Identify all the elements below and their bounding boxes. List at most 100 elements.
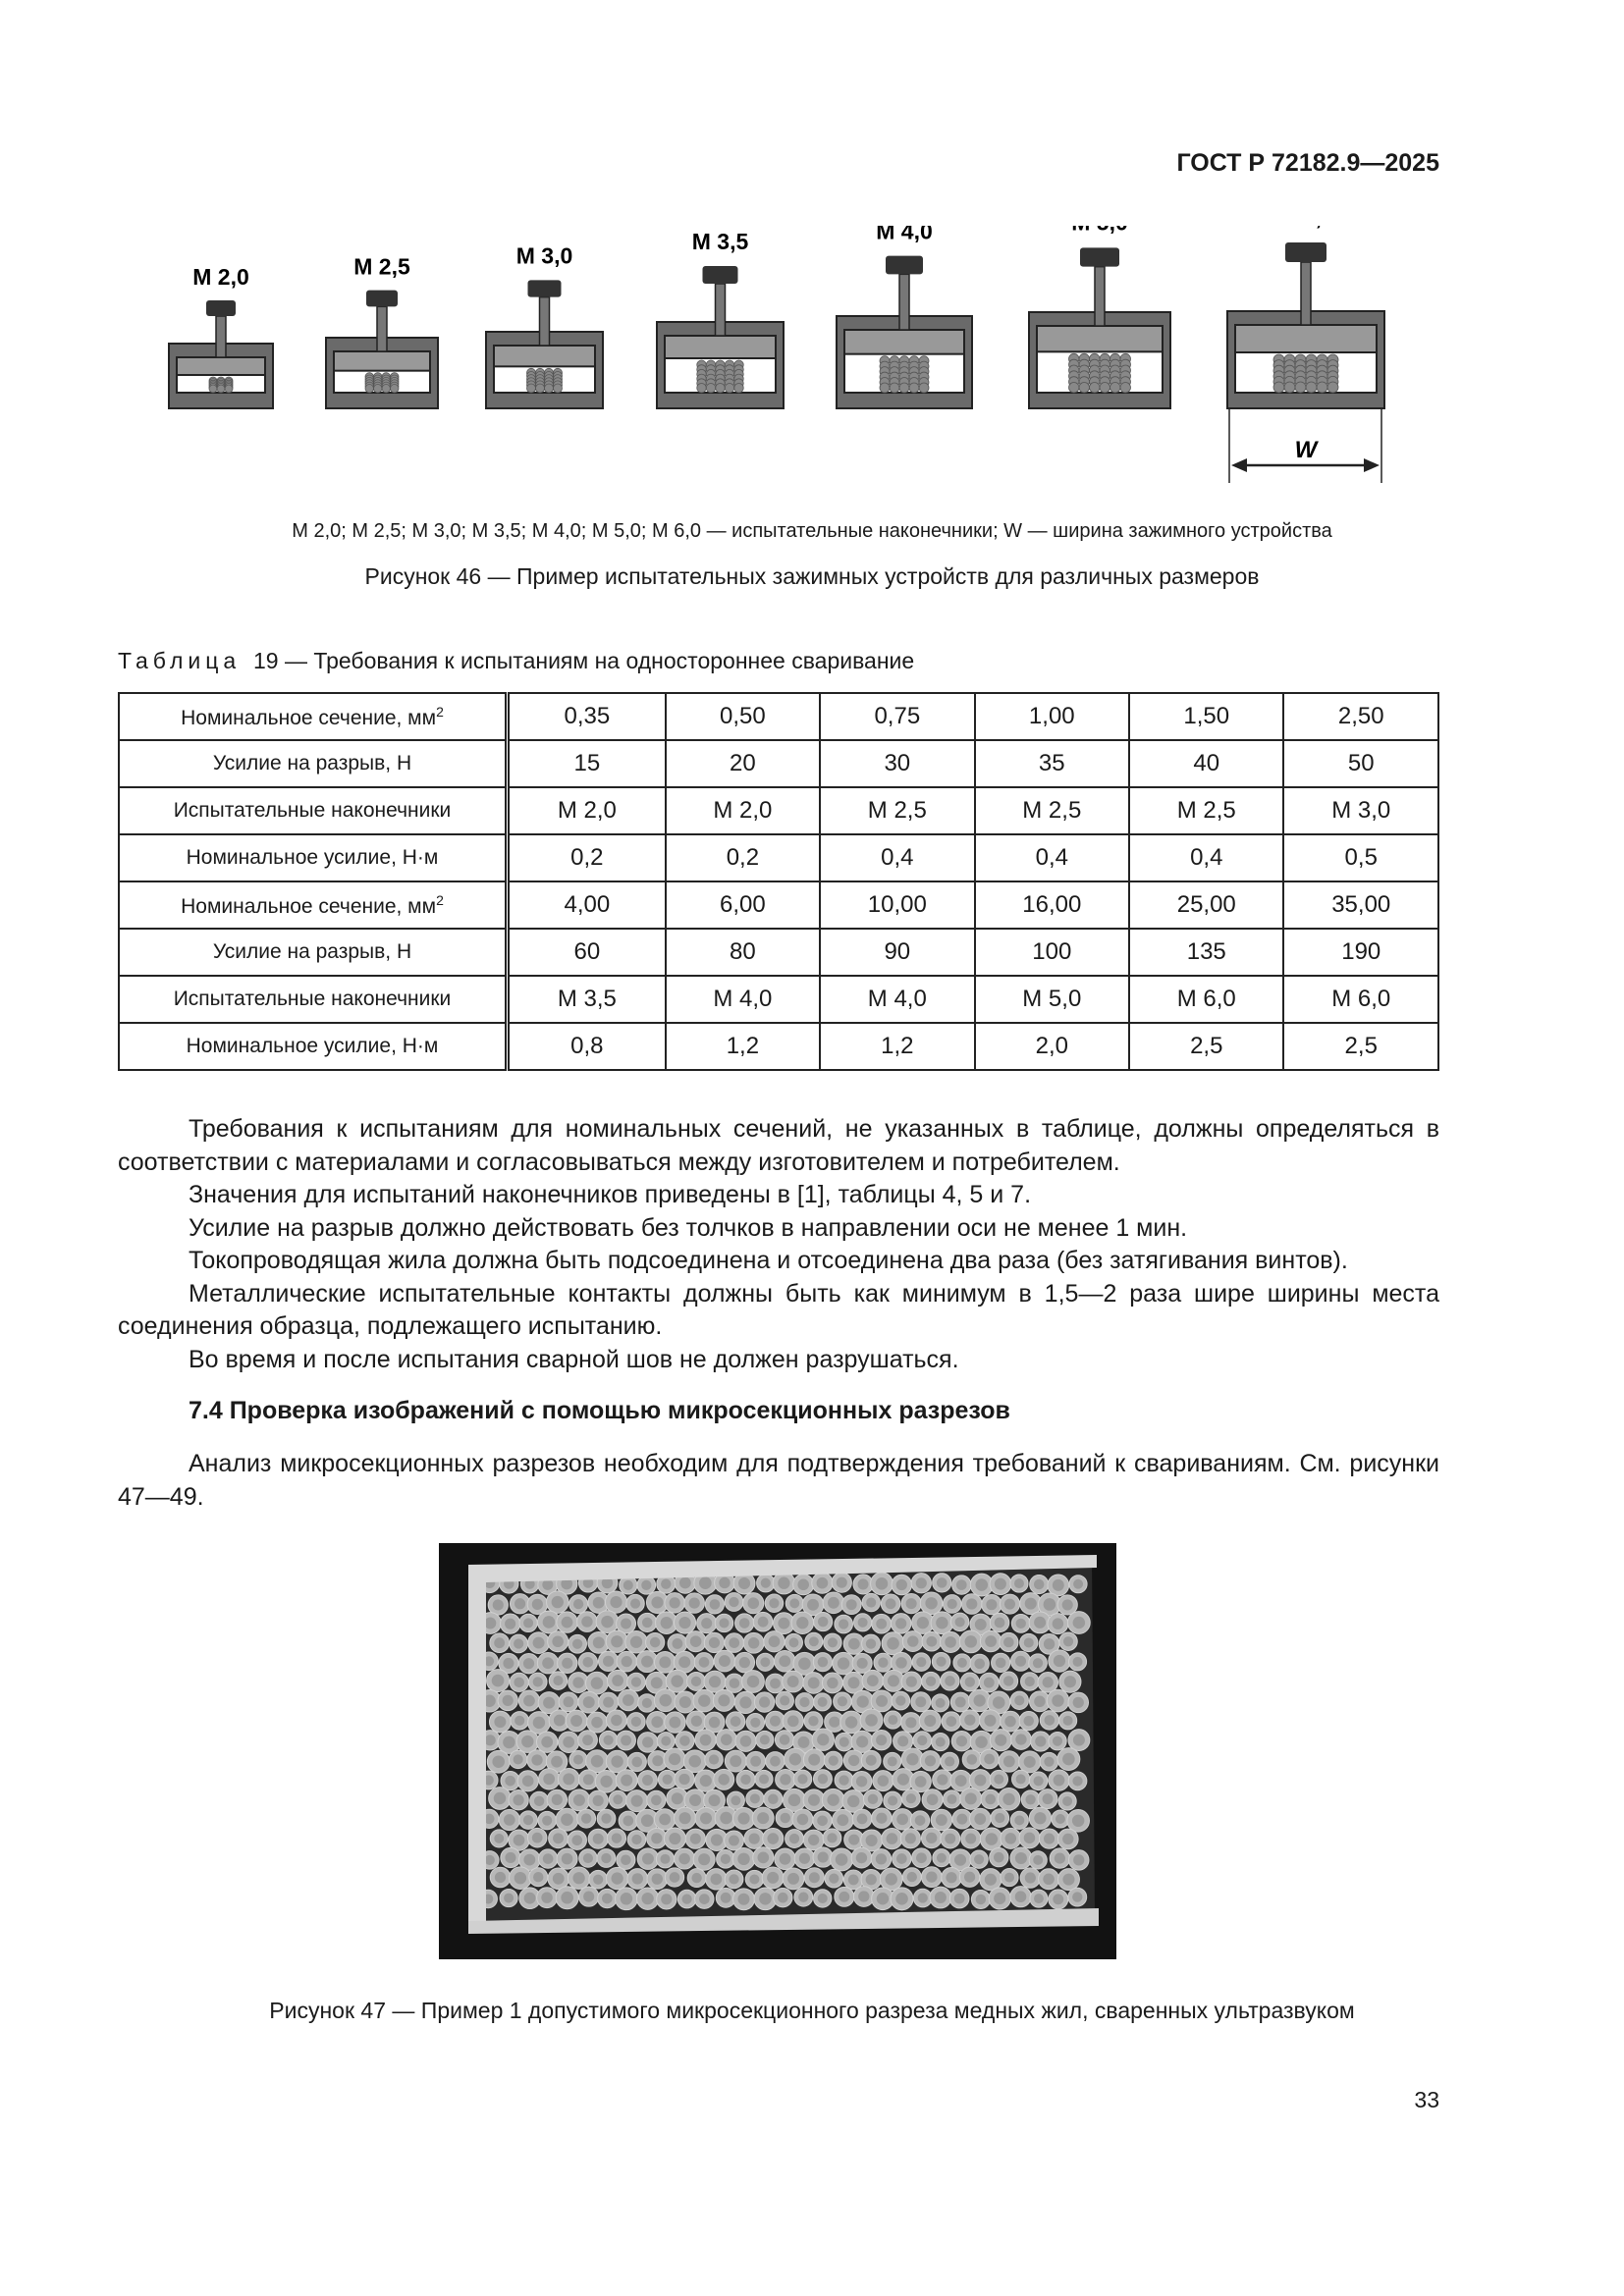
- table-cell: М 4,0: [819, 975, 976, 1024]
- section-paragraph: Анализ микросекционных разрезов необходи…: [118, 1450, 1439, 1511]
- table-cell: 10,00: [819, 881, 976, 930]
- section-text: Анализ микросекционных разрезов необходи…: [118, 1448, 1439, 1514]
- table-cell: 2,0: [973, 1022, 1131, 1071]
- table-row: Номинальное усилие, Н·м 0,2 0,2 0,4 0,4 0,4 0,…: [118, 833, 1439, 882]
- table-cell: М 2,5: [973, 786, 1131, 835]
- table-cell: М 2,5: [1128, 786, 1285, 835]
- table-cell: 0,50: [664, 692, 822, 741]
- clamp-device: M 3,5: [656, 229, 785, 409]
- page-number: 33: [1414, 2087, 1439, 2112]
- figure-47-caption: Рисунок 47 — Пример 1 допустимого микрос…: [269, 1998, 1355, 2023]
- table-cell: 0,4: [1128, 833, 1285, 882]
- paragraph: Металлические испытательные контакты дол…: [118, 1279, 1439, 1341]
- table-row: Номинальное сечение, мм2 4,00 6,00 10,00 16,…: [118, 881, 1439, 930]
- row-label-text: Номинальное усилие, Н·м: [186, 846, 439, 869]
- row-label: Испытательные наконечники: [118, 786, 510, 835]
- table-cell: 0,4: [973, 833, 1131, 882]
- micrograph-image: [439, 1543, 1116, 1959]
- table-cell: 2,5: [1128, 1022, 1285, 1071]
- clamp-device: M 5,0: [1028, 226, 1171, 409]
- figure-46-legend: M 2,0; M 2,5; M 3,0; M 3,5; M 4,0; M 5,0…: [292, 520, 1332, 542]
- table-cell: 0,4: [819, 833, 976, 882]
- paragraph: Усилие на разрыв должно действовать без …: [189, 1213, 1188, 1242]
- table-cell: 190: [1282, 928, 1439, 977]
- row-label-text: Номинальное усилие, Н·м: [186, 1035, 439, 1057]
- row-label: Номинальное усилие, Н·м: [118, 1022, 510, 1071]
- table-cell: М 5,0: [973, 975, 1131, 1024]
- table-row: Испытательные наконечники М 2,0 М 2,0 М 2,5…: [118, 786, 1439, 835]
- table-cell: 0,2: [664, 833, 822, 882]
- table-cell: 100: [973, 928, 1131, 977]
- unit-superscript: 2: [436, 703, 444, 720]
- table-19-caption: Таблица 19 — Требования к испытаниям на …: [118, 648, 914, 674]
- clamp-device: M 2,5: [325, 253, 439, 409]
- row-label: Номинальное сечение, мм2: [118, 881, 510, 930]
- row-label: Номинальное сечение, мм2: [118, 692, 510, 741]
- table-cell: 25,00: [1128, 881, 1285, 930]
- clamp-device: M 2,0: [168, 264, 274, 409]
- table-cell: М 2,0: [506, 786, 667, 835]
- table-cell: 2,50: [1282, 692, 1439, 741]
- table-cell: 50: [1282, 739, 1439, 788]
- table-row: Номинальное сечение, мм2 0,35 0,50 0,75 1,00…: [118, 692, 1439, 741]
- table-cell: 60: [506, 928, 667, 977]
- row-label-text: Испытательные наконечники: [173, 799, 452, 822]
- paragraph: Значения для испытаний наконечников прив…: [189, 1181, 1032, 1208]
- table-cell: 16,00: [973, 881, 1131, 930]
- row-label: Номинальное усилие, Н·м: [118, 833, 510, 882]
- table-row: Номинальное усилие, Н·м 0,8 1,2 1,2 2,0 2,5 2,…: [118, 1022, 1439, 1071]
- paragraph: Токопроводящая жила должна быть подсоеди…: [189, 1247, 1348, 1274]
- table-cell: М 2,5: [819, 786, 976, 835]
- table-row: Усилие на разрыв, Н 15 20 30 35 40 50: [118, 739, 1439, 788]
- clamp-label: M 3,5: [692, 229, 749, 254]
- document-id-header: ГОСТ Р 72182.9—2025: [1176, 149, 1439, 177]
- row-label: Усилие на разрыв, Н: [118, 739, 510, 788]
- table-cell: 6,00: [664, 881, 822, 930]
- table-cell: 35: [973, 739, 1131, 788]
- table-cell: 2,5: [1282, 1022, 1439, 1071]
- clamp-device: M 3,0: [485, 243, 604, 409]
- table-cell: 90: [819, 928, 976, 977]
- table-cell: 15: [506, 739, 667, 788]
- dimension-label: W: [1295, 437, 1320, 463]
- row-label-text: Номинальное сечение, мм: [181, 894, 437, 918]
- table-cell: 1,50: [1128, 692, 1285, 741]
- table-cell: 0,35: [506, 692, 667, 741]
- table-cell: 0,75: [819, 692, 976, 741]
- table-row: Усилие на разрыв, Н 60 80 90 100 135 190: [118, 928, 1439, 977]
- table-cell: 80: [664, 928, 822, 977]
- section-heading: 7.4 Проверка изображений с помощью микро…: [189, 1397, 1010, 1424]
- table-cell: 4,00: [506, 881, 667, 930]
- row-label-text: Номинальное сечение, мм: [181, 706, 437, 729]
- table-cell: 30: [819, 739, 976, 788]
- clamp-device: M 4,0: [836, 226, 973, 409]
- clamp-device: M 6,0: [1226, 226, 1385, 409]
- clamp-label: M 2,0: [192, 264, 249, 290]
- table-caption-text: 19 — Требования к испытаниям на одностор…: [252, 648, 915, 673]
- table-cell: 40: [1128, 739, 1285, 788]
- clamp-figure: M 2,0 M 2,5 M 3,0 M 3,5 M 4,0 M 5,0 M 6,0 W: [168, 226, 1385, 483]
- table-cell: М 6,0: [1282, 975, 1439, 1024]
- clamp-label: M 4,0: [876, 226, 933, 243]
- table-19: Номинальное сечение, мм2 0,35 0,50 0,75 1,00…: [118, 692, 1439, 1071]
- figure-46-caption: Рисунок 46 — Пример испытательных зажимн…: [364, 563, 1260, 589]
- paragraph: Во время и после испытания сварной шов н…: [189, 1345, 959, 1373]
- table-cell: 35,00: [1282, 881, 1439, 930]
- clamp-label: M 2,5: [353, 253, 410, 279]
- table-cell: 1,2: [819, 1022, 976, 1071]
- body-text: Требования к испытаниям для номинальных …: [118, 1113, 1439, 1376]
- table-cell: 1,00: [973, 692, 1131, 741]
- width-dimension: W: [1228, 408, 1382, 483]
- table-cell: 20: [664, 739, 822, 788]
- table-cell: М 4,0: [664, 975, 822, 1024]
- table-cell: 1,2: [664, 1022, 822, 1071]
- table-cell: М 3,5: [506, 975, 667, 1024]
- table-cell: 0,8: [506, 1022, 667, 1071]
- table-cell: 0,5: [1282, 833, 1439, 882]
- table-cell: 0,2: [506, 833, 667, 882]
- table-cell: М 2,0: [664, 786, 822, 835]
- row-label-text: Усилие на разрыв, Н: [212, 940, 412, 963]
- table-cell: М 6,0: [1128, 975, 1285, 1024]
- table-caption-prefix: Таблица: [118, 648, 242, 673]
